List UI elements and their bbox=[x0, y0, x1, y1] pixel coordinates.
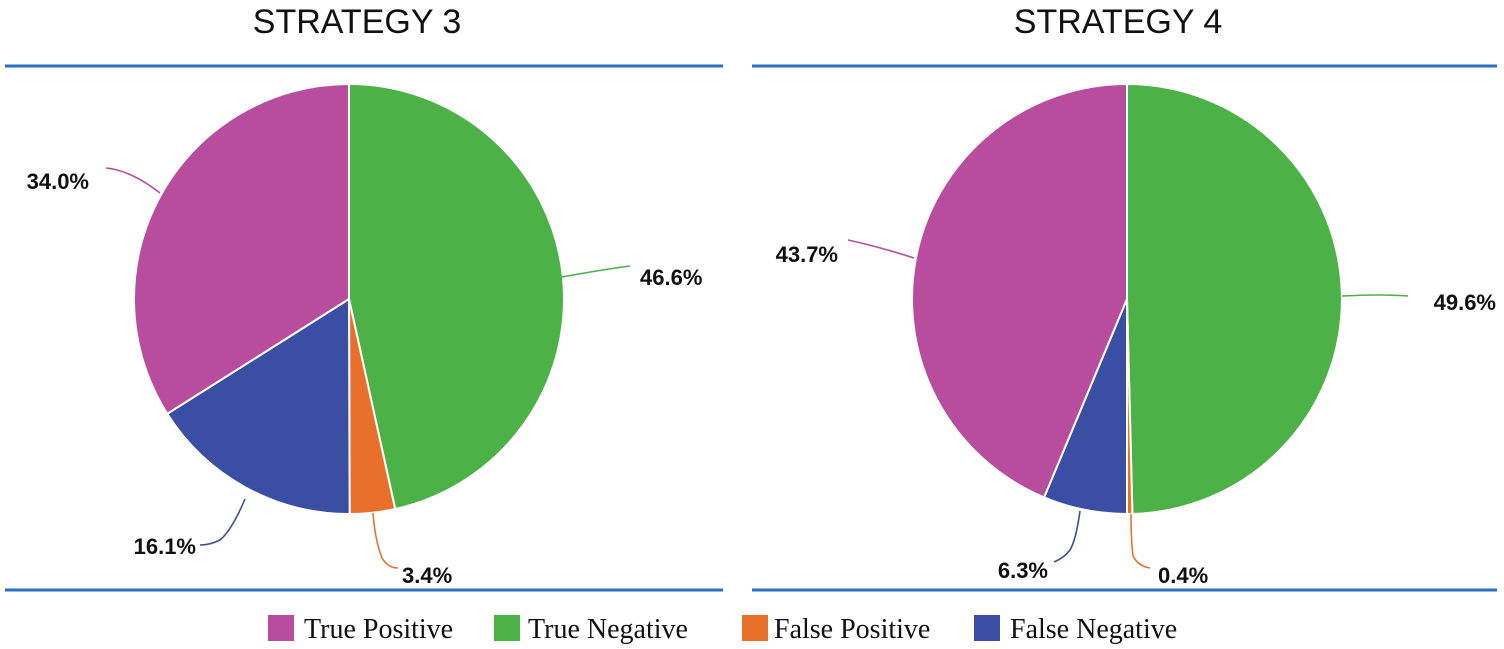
leader-line bbox=[1053, 510, 1081, 563]
leader-line bbox=[1130, 513, 1151, 569]
legend-label: False Positive bbox=[774, 614, 930, 645]
leader-line bbox=[847, 239, 915, 259]
legend: True Positive True Negative False Positi… bbox=[268, 614, 1177, 645]
chart-title: STRATEGY 3 bbox=[253, 3, 461, 41]
chart-title: STRATEGY 4 bbox=[1014, 3, 1222, 41]
pie-slice-false-negative bbox=[165, 297, 351, 516]
data-label: 34.0% bbox=[27, 169, 89, 194]
data-label: 49.6% bbox=[1434, 290, 1496, 315]
legend-swatch bbox=[494, 615, 520, 641]
pie-slice-true-positive bbox=[132, 82, 350, 416]
chart-strategy-3: STRATEGY 3 46.6% 3.4% 16.1% 34.0% bbox=[5, 3, 723, 592]
leader-line bbox=[1341, 294, 1409, 297]
legend-item-true-negative: True Negative bbox=[494, 614, 688, 645]
leader-line bbox=[105, 167, 161, 194]
chart-strategy-4: STRATEGY 4 49.6% 0.4% 6.3% 43.7% bbox=[752, 3, 1497, 592]
data-label: 0.4% bbox=[1158, 563, 1208, 588]
pie-strategy-3: 46.6% 3.4% 16.1% 34.0% bbox=[27, 82, 702, 588]
legend-item-false-positive: False Positive bbox=[742, 614, 930, 645]
data-label: 6.3% bbox=[998, 558, 1048, 583]
data-label: 46.6% bbox=[640, 265, 702, 290]
legend-swatch bbox=[268, 615, 294, 641]
pie-strategy-4: 49.6% 0.4% 6.3% 43.7% bbox=[776, 82, 1496, 588]
legend-label: True Negative bbox=[528, 614, 688, 645]
pie-slice-true-negative bbox=[348, 82, 566, 511]
legend-label: True Positive bbox=[304, 614, 453, 645]
legend-item-false-negative: False Negative bbox=[974, 614, 1177, 645]
pie-slice-true-positive bbox=[911, 82, 1128, 499]
data-label: 16.1% bbox=[134, 534, 196, 559]
leader-line bbox=[561, 265, 631, 278]
legend-swatch bbox=[974, 615, 1000, 641]
legend-label: False Negative bbox=[1010, 614, 1177, 645]
legend-item-true-positive: True Positive bbox=[268, 614, 453, 645]
legend-swatch bbox=[742, 615, 768, 641]
data-label: 3.4% bbox=[402, 563, 452, 588]
pie-slice-true-negative bbox=[1126, 82, 1343, 515]
leader-line bbox=[372, 512, 399, 569]
data-label: 43.7% bbox=[776, 242, 838, 267]
leader-line bbox=[199, 498, 246, 546]
